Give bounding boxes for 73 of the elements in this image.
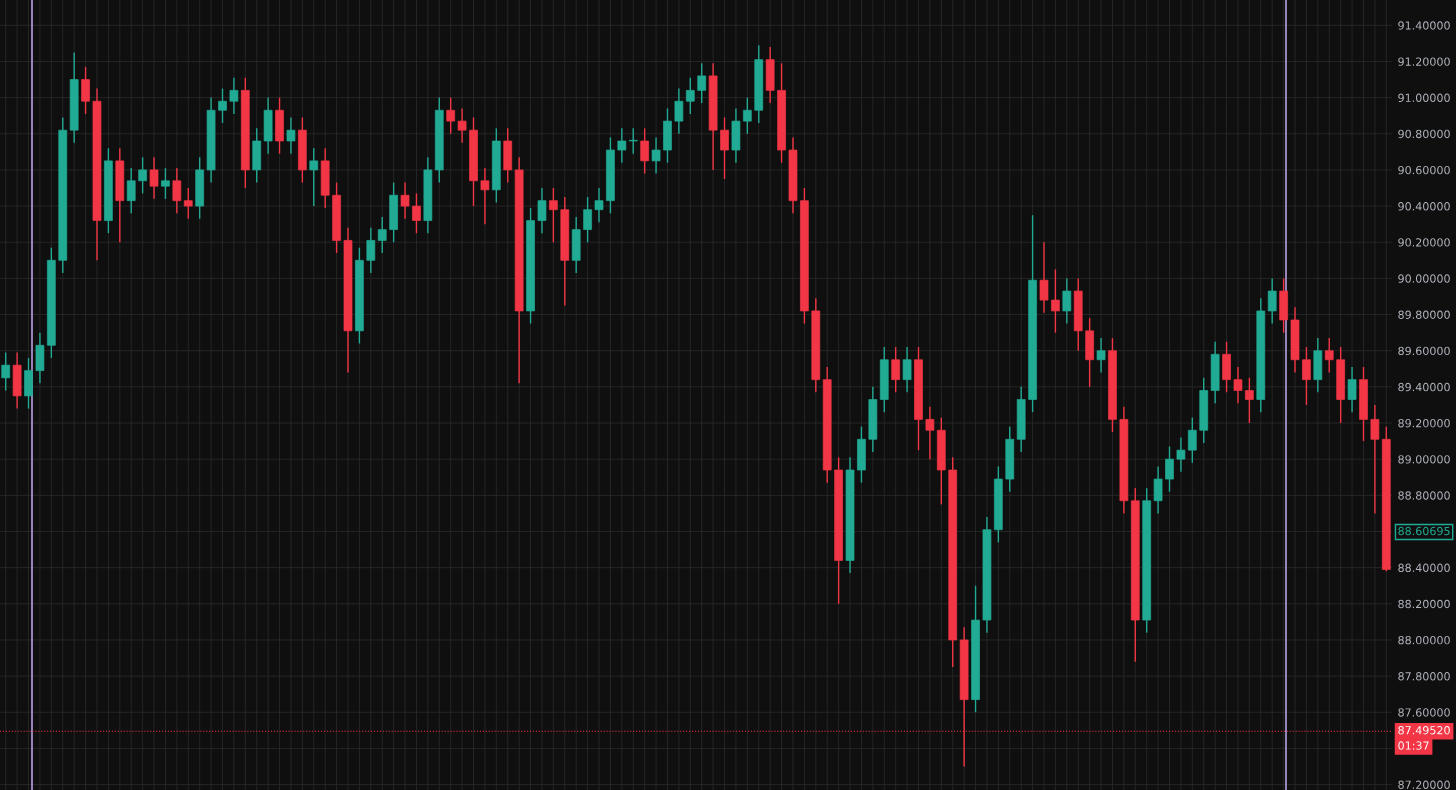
candlestick bbox=[149, 156, 159, 200]
candlestick bbox=[286, 116, 296, 155]
candlestick bbox=[720, 116, 729, 180]
candlestick bbox=[126, 167, 136, 215]
candlestick bbox=[925, 406, 935, 460]
candlestick bbox=[1233, 366, 1243, 404]
candlestick bbox=[743, 96, 752, 135]
candlestick bbox=[1096, 337, 1106, 374]
candlestick bbox=[400, 181, 410, 220]
candlestick bbox=[81, 66, 90, 115]
candlestick bbox=[1153, 465, 1163, 515]
candlestick bbox=[172, 167, 182, 215]
text: 88.60695 bbox=[1398, 526, 1450, 536]
candlestick bbox=[1245, 377, 1254, 424]
candlestick bbox=[1187, 416, 1197, 464]
candlestick bbox=[685, 77, 695, 115]
y-tick-label: 88.00000 bbox=[1398, 635, 1450, 645]
candlestick bbox=[377, 216, 387, 254]
candlestick bbox=[617, 127, 627, 164]
candlestick bbox=[366, 227, 376, 274]
candlestick bbox=[697, 62, 707, 104]
candlestick bbox=[229, 77, 239, 115]
ref-line-label: 87.49520 bbox=[1398, 726, 1450, 735]
candlestick bbox=[183, 187, 193, 220]
y-tick-label: 91.20000 bbox=[1398, 57, 1450, 66]
candlestick bbox=[651, 136, 661, 175]
y-tick-label: 90.80000 bbox=[1398, 129, 1450, 139]
y-tick-label: 88.40000 bbox=[1398, 563, 1450, 573]
y-tick-label: 88.20000 bbox=[1398, 599, 1450, 609]
candlestick bbox=[161, 167, 170, 200]
y-tick-label: 89.80000 bbox=[1398, 310, 1450, 319]
candlestick bbox=[640, 127, 649, 175]
candlestick bbox=[1039, 241, 1049, 314]
candlestick bbox=[309, 147, 319, 207]
y-tick-label: 91.40000 bbox=[1398, 21, 1450, 30]
candlestick bbox=[1267, 277, 1277, 325]
y-tick-label: 88.80000 bbox=[1398, 491, 1450, 500]
y-tick-label: 90.00000 bbox=[1398, 274, 1450, 283]
y-tick-label: 89.00000 bbox=[1398, 455, 1450, 464]
y-tick-label: 90.20000 bbox=[1398, 238, 1450, 247]
candlestick bbox=[138, 156, 147, 195]
candlestick bbox=[1176, 436, 1186, 473]
candlestick bbox=[1165, 445, 1174, 493]
candlestick bbox=[537, 187, 547, 234]
y-tick-label: 91.00000 bbox=[1398, 93, 1450, 102]
y-tick-label: 87.80000 bbox=[1398, 672, 1450, 681]
candlestick bbox=[218, 87, 227, 124]
candlestick bbox=[549, 187, 558, 243]
y-tick-label: 90.60000 bbox=[1398, 165, 1450, 175]
candlestick bbox=[628, 127, 638, 155]
candlestick bbox=[594, 187, 604, 224]
candlestick bbox=[1051, 268, 1060, 334]
y-tick-label: 89.60000 bbox=[1398, 346, 1450, 356]
y-tick-label: 87.20000 bbox=[1398, 780, 1450, 789]
candlestick bbox=[1302, 346, 1311, 406]
y-tick-label: 89.20000 bbox=[1398, 419, 1450, 428]
candlestick bbox=[446, 96, 456, 135]
text: 01:37 bbox=[1398, 741, 1429, 750]
candlestick bbox=[1370, 404, 1380, 515]
candlestick bbox=[1062, 277, 1072, 325]
y-tick-label: 90.40000 bbox=[1398, 202, 1450, 211]
candlestick bbox=[480, 167, 490, 225]
y-tick-label: 89.40000 bbox=[1398, 382, 1450, 392]
candlestick bbox=[902, 346, 912, 393]
candlestick bbox=[891, 346, 901, 393]
candlestick bbox=[583, 196, 592, 243]
candlestick bbox=[1324, 337, 1334, 374]
candlestick bbox=[674, 87, 684, 135]
candlestick bbox=[457, 107, 467, 144]
y-tick-label: 87.60000 bbox=[1398, 708, 1450, 717]
candlestick bbox=[412, 192, 421, 234]
candlestick bbox=[1347, 366, 1357, 413]
candlestick bbox=[1, 351, 11, 392]
